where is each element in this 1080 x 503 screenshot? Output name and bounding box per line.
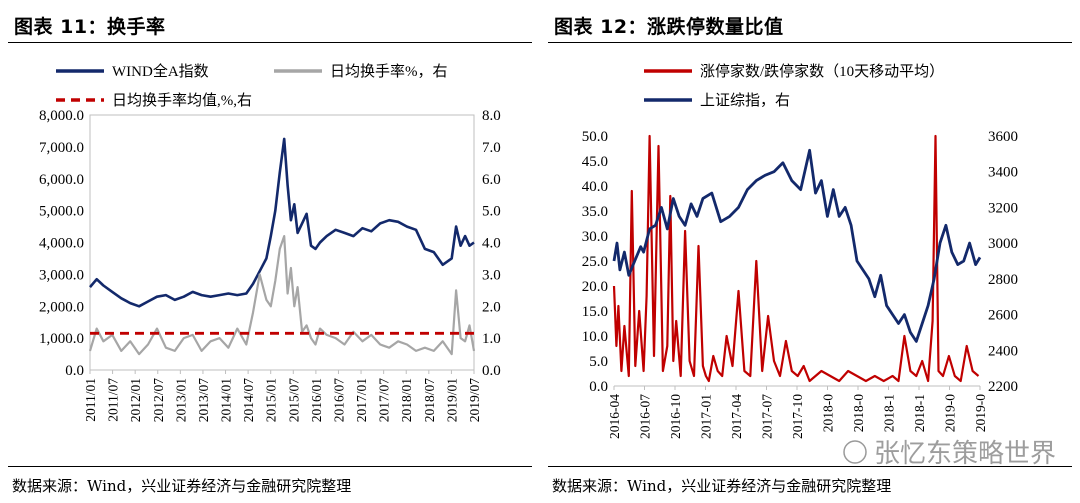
left-y-left-tick-label: 0.0 [65,363,84,379]
left-x-tick-label: 2011/07 [106,378,121,422]
right-y-left-tick-label: 50.0 [582,129,608,145]
right-y-right-tick-label: 3000 [988,236,1018,252]
left-series-line-1 [88,235,476,356]
left-x-tick-label: 2015/07 [286,378,301,423]
right-y-right-tick-label: 2800 [988,272,1018,288]
left-y-left-tick-label: 4,000.0 [39,236,84,252]
left-x-tick-label: 2018/07 [422,378,437,423]
right-x-tick-label: 2018-0 [821,394,836,432]
left-x-tick-label: 2016/07 [331,378,346,423]
left-y-right-tick-label: 5.0 [482,204,501,220]
left-figure-title: 图表 11：换手率 [14,16,166,38]
left-x-tick-label: 2017/01 [354,378,369,422]
left-legend-label: 日均换手率%，右 [330,63,448,80]
right-y-right-tick-label: 3600 [988,129,1018,145]
right-y-left-tick-label: 0.0 [589,379,608,395]
right-y-right-tick-label: 2600 [988,308,1018,324]
right-legend-label: 上证综指，右 [700,92,790,109]
left-y-right-tick-label: 2.0 [482,299,501,315]
right-figure-title: 图表 12：涨跌停数量比值 [554,16,784,38]
left-x-tick-label: 2012/01 [128,378,143,422]
right-y-right-tick-label: 2200 [988,379,1018,395]
left-y-right-tick-label: 8.0 [482,108,501,124]
right-series-line-1 [612,148,982,343]
left-y-right-tick-label: 0.0 [482,363,501,379]
left-x-tick-label: 2019/01 [444,378,459,422]
right-x-tick-label: 2016-04 [607,394,622,439]
right-series-line-0 [612,134,980,383]
right-source-rule [548,466,1072,467]
left-chart-panel: 图表 11：换手率 0.0 1,000.0 2,000.0 3,000.0 4,000.… [8,16,532,495]
left-y-right-tick-label: 7.0 [482,140,501,156]
right-source-note: 数据来源：Wind，兴业证券经济与金融研究院整理 [552,477,892,495]
left-x-tick-label: 2015/01 [264,378,279,422]
right-y-right-tick-label: 3400 [988,165,1018,181]
right-x-tick-label: 2019-0 [943,394,958,432]
left-x-tick-label: 2016/01 [309,378,324,422]
right-x-tick-label: 2018-1 [912,394,927,432]
left-y-left-tick-label: 2,000.0 [39,299,84,315]
left-series-line-0 [89,137,475,308]
right-x-tick-label: 2016-10 [668,394,683,439]
right-y-left-tick-label: 5.0 [589,354,608,370]
left-x-tick-label: 2014/01 [219,378,234,422]
right-y-left-tick-label: 10.0 [582,329,608,345]
right-title-rule [548,42,1072,43]
right-x-tick-label: 2016-07 [638,394,653,439]
right-y-right-tick-label: 2400 [988,343,1018,359]
left-x-tick-label: 2013/07 [196,378,211,423]
right-legend-label: 涨停家数/跌停家数（10天移动平均） [700,63,944,80]
left-y-left-tick-label: 8,000.0 [39,108,84,124]
left-y-right-tick-label: 6.0 [482,172,501,188]
right-y-left-tick-label: 15.0 [582,304,608,320]
right-x-tick-label: 2017-07 [760,394,775,439]
right-y-left-tick-label: 20.0 [582,279,608,295]
right-x-tick-label: 2017-10 [790,394,805,439]
watermark-text: 张忆东策略世界 [874,439,1056,468]
left-y-left-tick-label: 7,000.0 [39,140,84,156]
right-y-left-tick-label: 30.0 [582,229,608,245]
watermark-logo-icon [843,440,867,464]
right-chart-svg: 0.0 5.0 10.0 15.0 20.0 25.0 30.0 35.0 40.0 45.0 50… [582,63,1056,468]
left-chart-svg: 0.0 1,000.0 2,000.0 3,000.0 4,000.0 5,000.0 6,… [39,62,501,423]
left-y-left-tick-label: 6,000.0 [39,172,84,188]
left-x-tick-label: 2014/07 [241,378,256,423]
left-y-right-tick-label: 3.0 [482,267,501,283]
left-x-tick-label: 2017/07 [377,378,392,423]
left-x-tick-label: 2013/01 [173,378,188,422]
left-x-tick-label: 2011/01 [83,378,98,422]
right-x-tick-label: 2017-01 [699,394,714,439]
left-source-note: 数据来源：Wind，兴业证券经济与金融研究院整理 [12,477,352,495]
left-y-left-tick-label: 1,000.0 [39,331,84,347]
right-x-tick-label: 2018-1 [882,394,897,432]
right-y-right-tick-label: 3200 [988,200,1018,216]
left-y-left-tick-label: 3,000.0 [39,267,84,283]
left-title-rule [8,42,532,43]
right-y-left-tick-label: 40.0 [582,179,608,195]
left-y-right-tick-label: 1.0 [482,331,501,347]
left-source-rule [8,466,532,467]
right-x-tick-label: 2019-0 [973,394,988,432]
left-legend-label: WIND全A指数 [112,62,209,80]
left-x-tick-label: 2018/01 [399,378,414,422]
right-y-left-tick-label: 25.0 [582,254,608,270]
right-x-tick-label: 2018-0 [851,394,866,432]
left-x-tick-label: 2012/07 [151,378,166,423]
left-y-left-tick-label: 5,000.0 [39,204,84,220]
right-chart-panel: 图表 12：涨跌停数量比值 0.0 5.0 10.0 15.0 20.0 25.0 30.0… [540,0,1080,503]
left-y-right-tick-label: 4.0 [482,236,501,252]
left-legend-label: 日均换手率均值,%,右 [112,92,252,109]
left-x-tick-label: 2019/07 [467,378,482,423]
right-x-tick-label: 2017-04 [729,394,744,439]
right-y-left-tick-label: 45.0 [582,154,608,170]
right-y-left-tick-label: 35.0 [582,204,608,220]
